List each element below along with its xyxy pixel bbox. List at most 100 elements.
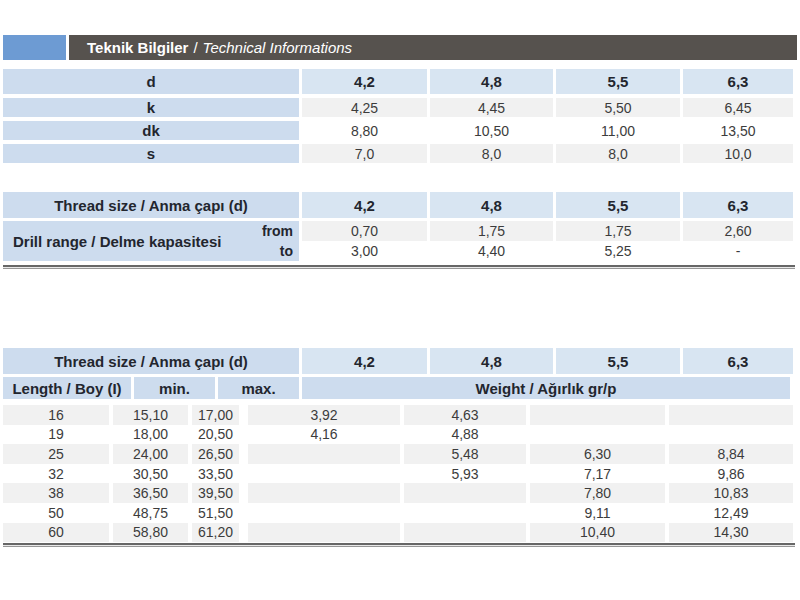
max-header: max. [218, 377, 299, 399]
value-cell: 8,80 [302, 121, 427, 140]
length-cell: 38 [3, 483, 109, 503]
weight-cell: 14,30 [669, 523, 793, 543]
size-header: 6,3 [683, 69, 793, 94]
max-cell: 51,50 [192, 503, 239, 523]
value-cell: - [683, 241, 793, 261]
value-cell: 10,0 [683, 144, 793, 163]
weight-cell: 6,30 [530, 444, 665, 464]
title-english: Technical Informations [203, 39, 353, 56]
value-cell: 1,75 [430, 221, 553, 241]
weight-cell: 8,84 [669, 444, 793, 464]
table-row: 32 30,50 33,50 5,93 7,17 9,86 [3, 464, 793, 484]
value-cell: 11,00 [556, 121, 680, 140]
title-turkish: Teknik Bilgiler [87, 39, 188, 56]
max-cell: 17,00 [192, 405, 239, 425]
thread-size-header: Thread size / Anma çapı (d) [3, 192, 299, 218]
drill-range-label: Drill range / Delme kapasitesi from to [3, 221, 299, 261]
row-label: dk [3, 121, 299, 140]
table-row: 16 15,10 17,00 3,92 4,63 [3, 405, 793, 425]
size-header: 4,2 [302, 348, 427, 374]
weight-cell [248, 464, 400, 484]
weight-cell: 7,17 [530, 464, 665, 484]
value-cell: 4,45 [430, 98, 553, 117]
value-cell: 7,0 [302, 144, 427, 163]
value-cell: 13,50 [683, 121, 793, 140]
weight-table-header: Thread size / Anma çapı (d) 4,2 4,8 5,5 … [3, 348, 793, 374]
weight-table-body: 16 15,10 17,00 3,92 4,63 19 18,00 20,50 … [3, 405, 793, 542]
min-cell: 36,50 [113, 483, 188, 503]
weight-cell: 5,48 [404, 444, 526, 464]
min-cell: 18,00 [113, 425, 188, 445]
dimensions-table: d 4,2 4,8 5,5 6,3 k 4,25 4,45 5,50 6,45 … [3, 69, 793, 163]
table-row: 25 24,00 26,50 5,48 6,30 8,84 [3, 444, 793, 464]
weight-cell [248, 523, 400, 543]
page-title: Teknik Bilgiler / Technical Informations [69, 35, 797, 60]
datasheet-page: Teknik Bilgiler / Technical Informations… [0, 0, 800, 600]
to-label: to [262, 241, 293, 261]
weight-header: Weight / Ağırlık gr/p [302, 377, 790, 399]
weight-cell: 10,40 [530, 523, 665, 543]
weight-cell: 4,16 [248, 425, 400, 445]
length-cell: 25 [3, 444, 109, 464]
max-cell: 20,50 [192, 425, 239, 445]
length-cell: 32 [3, 464, 109, 484]
from-to-labels: from to [262, 221, 293, 261]
min-cell: 30,50 [113, 464, 188, 484]
max-cell: 33,50 [192, 464, 239, 484]
accent-square [3, 35, 66, 60]
value-cell: 5,50 [556, 98, 680, 117]
title-separator: / [193, 39, 197, 56]
min-cell: 15,10 [113, 405, 188, 425]
bottom-rule [3, 543, 795, 547]
weight-cell [248, 444, 400, 464]
weight-cell: 10,83 [669, 483, 793, 503]
value-cell: 10,50 [430, 121, 553, 140]
value-cell: 3,00 [302, 241, 427, 261]
length-cell: 19 [3, 425, 109, 445]
value-cell: 1,75 [556, 221, 680, 241]
max-cell: 39,50 [192, 483, 239, 503]
table-row: 60 58,80 61,20 10,40 14,30 [3, 523, 793, 543]
length-header: Length / Boy (I) [3, 377, 131, 399]
weight-cell: 7,80 [530, 483, 665, 503]
value-cell: 6,45 [683, 98, 793, 117]
value-cell: 2,60 [683, 221, 793, 241]
value-cell: 0,70 [302, 221, 427, 241]
length-cell: 60 [3, 523, 109, 543]
value-cell: 5,25 [556, 241, 680, 261]
table-row: 19 18,00 20,50 4,16 4,88 [3, 425, 793, 445]
weight-cell: 9,86 [669, 464, 793, 484]
min-header: min. [134, 377, 215, 399]
min-cell: 48,75 [113, 503, 188, 523]
size-header: 4,2 [302, 69, 427, 94]
weight-cell [404, 503, 526, 523]
value-cell: 4,25 [302, 98, 427, 117]
table-row: 50 48,75 51,50 9,11 12,49 [3, 503, 793, 523]
size-header: 4,8 [430, 69, 553, 94]
weight-cell [530, 405, 665, 425]
length-cell: 50 [3, 503, 109, 523]
weight-cell: 12,49 [669, 503, 793, 523]
size-header: 4,8 [430, 348, 553, 374]
weight-table-subheader: Length / Boy (I) min. max. Weight / Ağır… [3, 377, 790, 399]
row-label: d [3, 69, 299, 94]
weight-cell [404, 523, 526, 543]
size-header: 5,5 [556, 192, 680, 218]
row-label: k [3, 98, 299, 117]
value-cell: 8,0 [430, 144, 553, 163]
row-label: s [3, 144, 299, 163]
thread-size-header: Thread size / Anma çapı (d) [3, 348, 299, 374]
size-header: 4,2 [302, 192, 427, 218]
weight-cell: 4,63 [404, 405, 526, 425]
value-cell: 8,0 [556, 144, 680, 163]
weight-cell: 4,88 [404, 425, 526, 445]
size-header: 5,5 [556, 348, 680, 374]
min-cell: 58,80 [113, 523, 188, 543]
title-bar: Teknik Bilgiler / Technical Informations [3, 35, 797, 60]
from-label: from [262, 221, 293, 241]
size-header: 6,3 [683, 192, 793, 218]
max-cell: 61,20 [192, 523, 239, 543]
weight-cell: 5,93 [404, 464, 526, 484]
size-header: 5,5 [556, 69, 680, 94]
size-header: 6,3 [683, 348, 793, 374]
